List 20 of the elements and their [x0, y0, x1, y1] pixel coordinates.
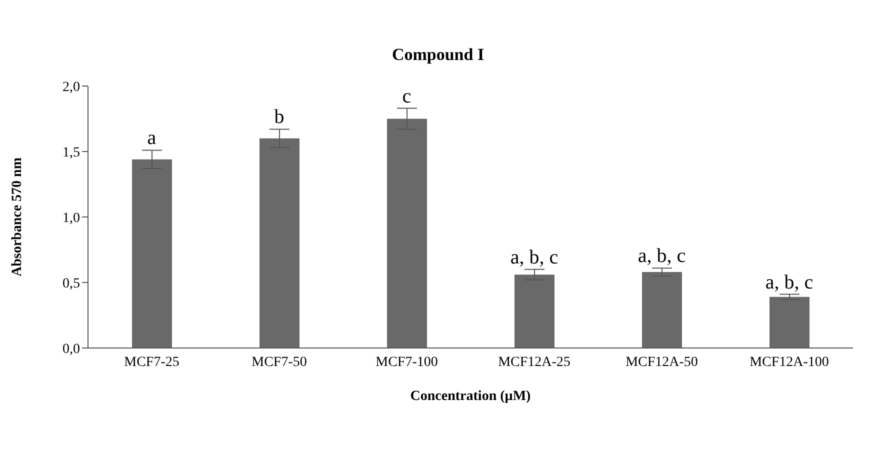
- y-tick-label: 0,5: [62, 276, 80, 292]
- y-axis-title: Absorbance 570 nm: [10, 157, 25, 277]
- chart-title: Compound I: [392, 45, 484, 64]
- x-tick-label: MCF7-50: [252, 354, 307, 370]
- x-tick-label: MCF7-100: [376, 354, 438, 370]
- y-tick-label: 2,0: [62, 80, 80, 95]
- annotation: a, b, c: [510, 246, 558, 268]
- x-tick-label: MCF12A-25: [498, 354, 570, 370]
- annotation: a: [147, 127, 156, 150]
- annotation: a, b, c: [638, 245, 686, 268]
- x-tick-label: MCF7-25: [124, 354, 180, 370]
- y-tick-label: 1,0: [62, 210, 80, 226]
- y-tick-label: 0,0: [62, 342, 80, 357]
- x-tick-label: MCF12A-100: [750, 354, 829, 370]
- x-axis-title: Concentration (µM): [410, 389, 532, 404]
- annotation: a, b, c: [765, 271, 814, 294]
- annotation: b: [274, 106, 284, 128]
- y-tick-label: 1,5: [62, 145, 80, 160]
- annotation: c: [402, 85, 412, 108]
- x-tick-label: MCF12A-50: [626, 354, 698, 370]
